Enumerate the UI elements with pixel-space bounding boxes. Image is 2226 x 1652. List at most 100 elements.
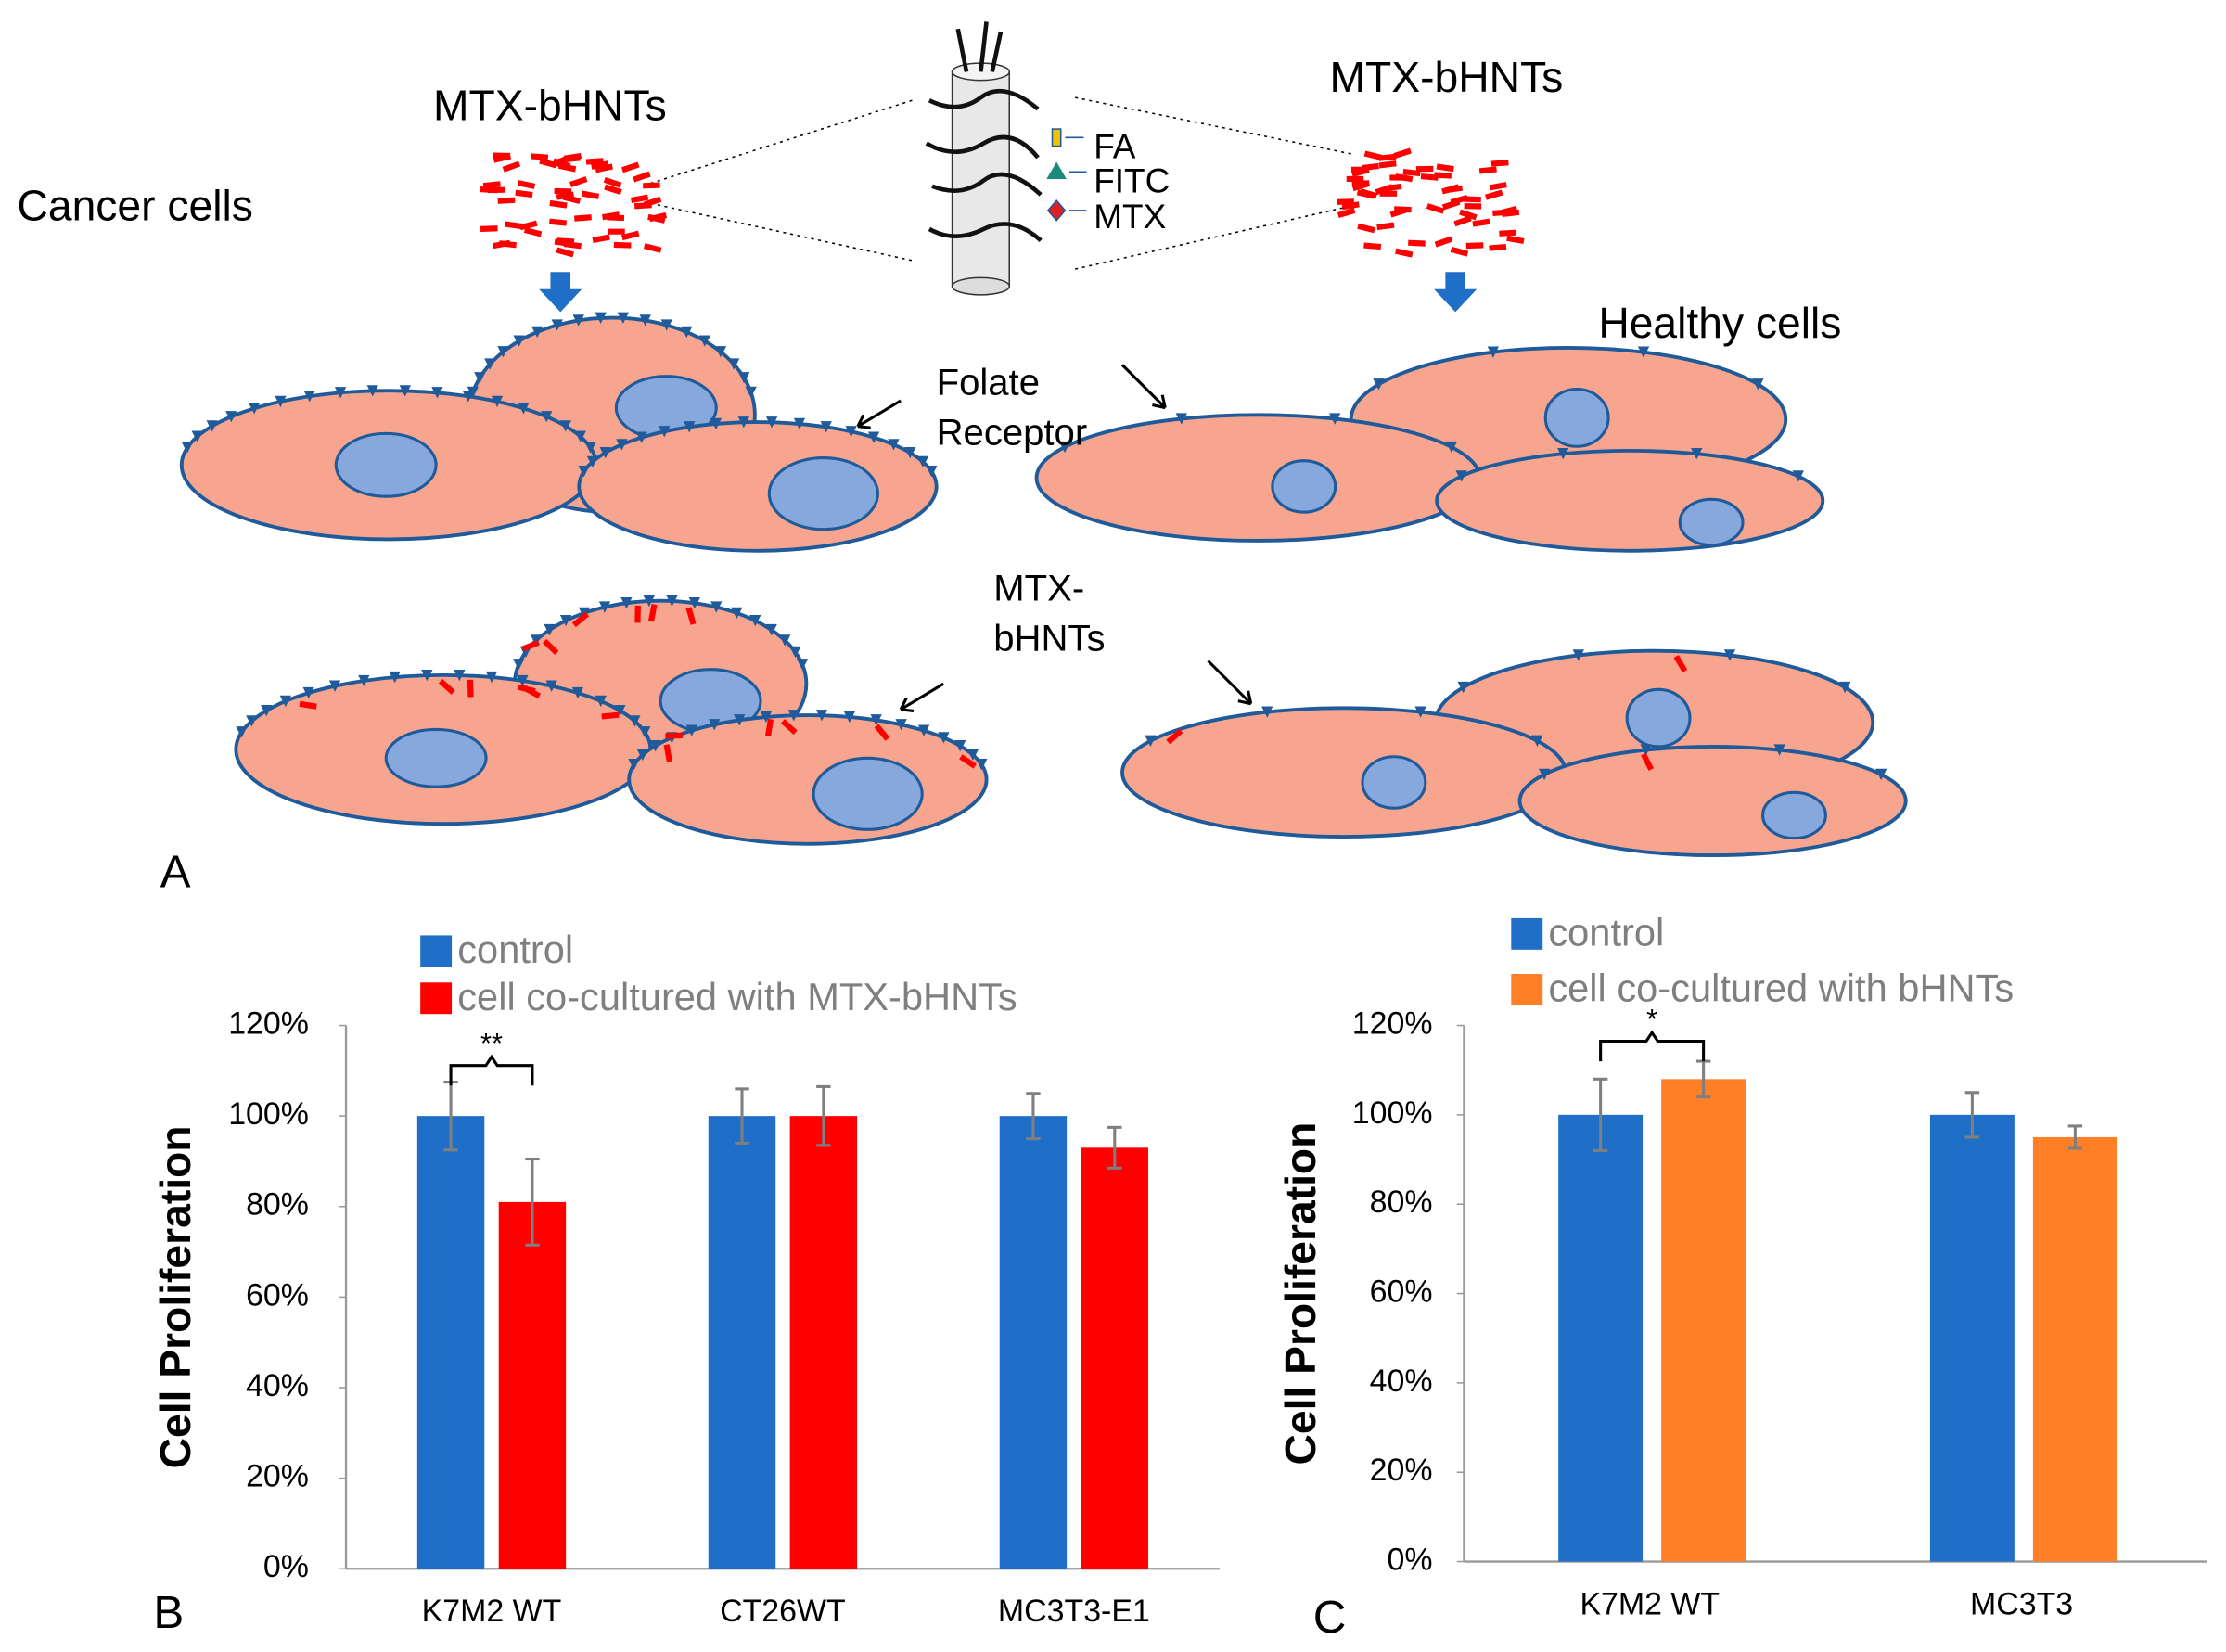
- receptor: [513, 659, 525, 671]
- receptor: [787, 710, 800, 722]
- nanotube-cluster: [1351, 180, 1371, 192]
- nanotube-cluster: [1450, 246, 1469, 257]
- nanotube-cluster: [552, 158, 571, 170]
- nucleus: [767, 456, 879, 531]
- nanotube-cluster: [604, 184, 622, 195]
- receptor: [1531, 735, 1543, 747]
- receptor: [917, 724, 930, 736]
- nanotube-cluster: [1359, 187, 1378, 199]
- legend-label: cell co-cultured with MTX-bHNTs: [457, 975, 1017, 1018]
- nanotube-cluster: [585, 158, 604, 165]
- receptor: [191, 430, 203, 442]
- receptor: [598, 601, 611, 613]
- receptor: [629, 715, 641, 727]
- error-bar: [525, 1157, 540, 1247]
- legend-label: FA: [1094, 127, 1136, 165]
- bar: [498, 1201, 567, 1569]
- receptor: [895, 719, 907, 731]
- nanotube-cluster: [531, 153, 549, 160]
- nanotube-cluster: [643, 182, 660, 189]
- cell: [1435, 448, 1825, 553]
- significance-label: **: [480, 1027, 503, 1059]
- error-bar: [1026, 1092, 1041, 1141]
- receptor: [366, 385, 378, 397]
- receptor: [888, 439, 900, 451]
- receptor: [789, 646, 801, 659]
- nanotube-bound: [601, 711, 620, 720]
- nanotube-bound: [521, 639, 540, 652]
- receptor: [474, 372, 486, 384]
- label: Receptor: [937, 412, 1088, 453]
- receptor: [1373, 378, 1385, 391]
- arrow: [899, 682, 945, 712]
- down-arrow: [1434, 272, 1478, 313]
- label: bHNTs: [993, 618, 1105, 659]
- receptor: [1455, 470, 1467, 482]
- receptor: [684, 421, 696, 433]
- bar: [1929, 1114, 2015, 1562]
- nucleus: [1271, 459, 1337, 514]
- receptor: [1145, 735, 1157, 747]
- nanotube-cluster: [643, 243, 662, 253]
- label: Healthy cells: [1598, 299, 1841, 347]
- nanotube-cluster: [1459, 209, 1478, 221]
- nucleus: [334, 431, 438, 498]
- bar: [708, 1116, 776, 1569]
- receptor: [659, 426, 671, 438]
- receptor: [530, 634, 543, 647]
- nanotube-bound: [522, 685, 542, 699]
- significance-label: *: [1646, 1003, 1657, 1035]
- nanotube-cluster: [549, 199, 568, 209]
- receptor: [513, 335, 525, 347]
- receptor: [628, 759, 640, 771]
- receptor: [485, 671, 498, 684]
- receptor: [660, 319, 672, 331]
- arrow: [1120, 364, 1167, 410]
- zoom-line: [1074, 96, 1356, 156]
- receptor: [649, 739, 661, 752]
- tube-end: [951, 276, 1011, 296]
- nanotube-bound: [647, 604, 658, 622]
- receptor: [431, 387, 443, 399]
- nanotube-cluster: [1389, 174, 1407, 181]
- nanotube-cluster: [1464, 203, 1482, 210]
- nanotube-cluster: [562, 155, 581, 163]
- tube: [951, 70, 1011, 288]
- x-tick-label: MC3T3: [1970, 1586, 2073, 1621]
- nanotube-bound: [1166, 728, 1183, 745]
- nanotube-bound: [467, 679, 474, 698]
- polymer-chains: [925, 21, 1043, 243]
- receptor: [727, 358, 740, 370]
- nanotube-bound: [438, 678, 455, 695]
- receptor: [796, 659, 809, 671]
- cell: [1034, 413, 1482, 543]
- nanotube-cluster: [1444, 185, 1464, 194]
- receptor: [1175, 413, 1187, 425]
- nucleus: [384, 727, 488, 788]
- receptor: [760, 711, 773, 724]
- nanotube-cluster: [1361, 162, 1379, 172]
- cell: [1517, 745, 1908, 858]
- receptor: [681, 326, 693, 339]
- x-tick-label: CT26WT: [720, 1594, 846, 1629]
- legend-swatch: [420, 982, 453, 1015]
- nanotube-cluster: [502, 160, 521, 173]
- receptor: [545, 680, 557, 692]
- receptor: [867, 431, 880, 443]
- receptor: [709, 719, 721, 731]
- nanotube-cluster: [1408, 239, 1426, 247]
- receptor: [389, 671, 401, 684]
- nanotube-cluster: [554, 187, 572, 195]
- nanotube-cluster: [539, 158, 557, 169]
- receptor: [1445, 441, 1458, 454]
- receptor: [275, 395, 287, 408]
- receptor: [586, 455, 599, 468]
- nanotube-bound: [634, 605, 641, 623]
- receptor: [399, 385, 411, 397]
- receptor: [181, 442, 194, 454]
- cell: [577, 420, 939, 553]
- y-tick-label: 120%: [1352, 1005, 1433, 1041]
- legend-label: MTX: [1094, 198, 1166, 236]
- nanotube-cluster: [643, 196, 662, 208]
